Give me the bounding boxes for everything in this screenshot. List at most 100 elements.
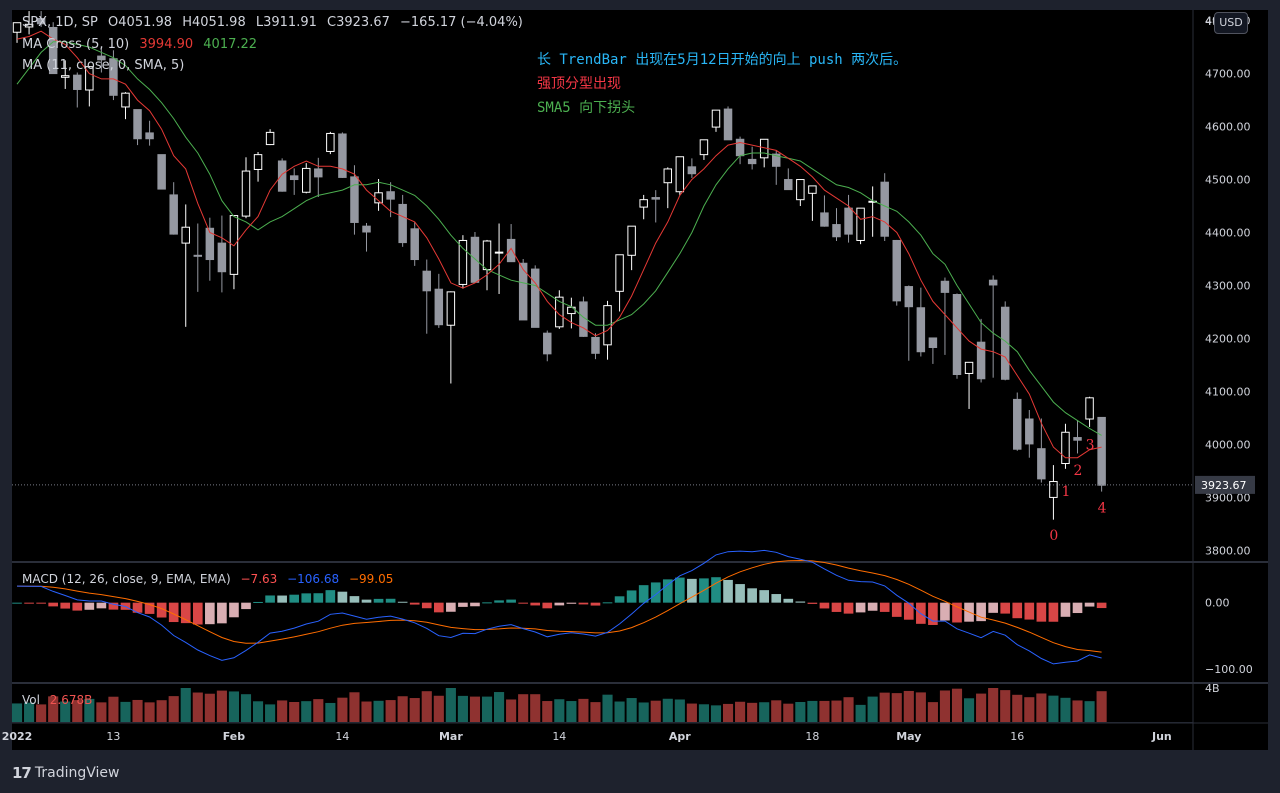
- candle-body[interactable]: [687, 166, 697, 175]
- candle-body[interactable]: [1049, 481, 1058, 498]
- currency-button[interactable]: USD: [1214, 12, 1248, 34]
- candle-body[interactable]: [928, 337, 938, 348]
- bar-count-label[interactable]: 2: [1074, 463, 1083, 479]
- candle-body[interactable]: [1085, 397, 1094, 420]
- candle-body[interactable]: [916, 307, 926, 353]
- candle-body[interactable]: [567, 306, 576, 315]
- candle-body[interactable]: [422, 270, 431, 292]
- candle-body[interactable]: [1061, 431, 1070, 465]
- candle-body[interactable]: [675, 156, 685, 193]
- candle-body[interactable]: [253, 154, 263, 170]
- candle-body[interactable]: [1013, 398, 1022, 450]
- candle-body[interactable]: [988, 279, 998, 286]
- tradingview-logo[interactable]: 17 TradingView: [12, 764, 119, 782]
- legend-symbol[interactable]: SPX, 1D, SP: [22, 15, 98, 30]
- candle-body[interactable]: [36, 17, 46, 25]
- candle-body[interactable]: [157, 154, 166, 190]
- legend-ma-label[interactable]: MA (11, close, 0, SMA, 5): [22, 58, 185, 73]
- candle-body[interactable]: [772, 153, 781, 167]
- candle-body[interactable]: [1097, 416, 1106, 486]
- candle-body[interactable]: [314, 168, 323, 178]
- candle-body[interactable]: [60, 75, 70, 78]
- candle-body[interactable]: [530, 268, 540, 328]
- candle-body[interactable]: [410, 228, 419, 261]
- candle-body[interactable]: [723, 108, 733, 141]
- candle-body[interactable]: [651, 197, 660, 200]
- candle-body[interactable]: [277, 160, 287, 192]
- candle-body[interactable]: [398, 203, 407, 244]
- candle-body[interactable]: [217, 242, 227, 273]
- annotation-line-2[interactable]: 强顶分型出现: [537, 76, 621, 92]
- candle-body[interactable]: [880, 181, 889, 237]
- candle-body[interactable]: [796, 179, 805, 201]
- candle-body[interactable]: [1025, 418, 1034, 445]
- candle-body[interactable]: [386, 191, 395, 200]
- candle-body[interactable]: [121, 92, 130, 108]
- candle-body[interactable]: [458, 239, 468, 285]
- candle-body[interactable]: [699, 139, 709, 156]
- candle-body[interactable]: [832, 224, 841, 238]
- candle-body[interactable]: [1000, 306, 1010, 380]
- candle-body[interactable]: [1037, 448, 1046, 480]
- candle-body[interactable]: [518, 262, 528, 321]
- candle-body[interactable]: [205, 227, 215, 261]
- candle-body[interactable]: [856, 207, 865, 241]
- candle-body[interactable]: [24, 23, 34, 28]
- legend-ma-cross-label[interactable]: MA Cross (5, 10): [22, 37, 130, 52]
- candle-body[interactable]: [145, 132, 154, 140]
- candle-body[interactable]: [48, 26, 58, 75]
- candle-body[interactable]: [73, 74, 82, 90]
- candle-body[interactable]: [735, 138, 745, 157]
- candle-body[interactable]: [494, 251, 504, 254]
- candle-body[interactable]: [289, 175, 299, 181]
- candle-body[interactable]: [350, 176, 359, 223]
- candle-body[interactable]: [97, 55, 106, 61]
- candle-body[interactable]: [169, 194, 178, 235]
- bar-count-label[interactable]: 4: [1098, 500, 1107, 516]
- candle-body[interactable]: [639, 199, 648, 208]
- bar-count-label[interactable]: 0: [1049, 528, 1058, 544]
- candle-body[interactable]: [326, 132, 335, 152]
- candle-body[interactable]: [579, 301, 588, 337]
- candle-body[interactable]: [892, 239, 901, 302]
- candle-body[interactable]: [181, 226, 190, 244]
- candle-body[interactable]: [555, 296, 564, 328]
- candle-body[interactable]: [12, 22, 22, 33]
- candle-body[interactable]: [193, 254, 203, 257]
- candle-body[interactable]: [446, 291, 456, 326]
- candle-body[interactable]: [470, 236, 480, 283]
- candle-body[interactable]: [506, 238, 516, 263]
- ma10-line[interactable]: [16, 41, 1102, 436]
- candle-body[interactable]: [133, 109, 142, 140]
- candle-body[interactable]: [627, 225, 636, 256]
- macd-signal-line[interactable]: [16, 559, 1102, 653]
- candle-body[interactable]: [964, 361, 974, 374]
- candle-body[interactable]: [784, 179, 793, 191]
- candle-body[interactable]: [591, 336, 600, 354]
- candle-body[interactable]: [844, 207, 853, 235]
- candle-body[interactable]: [711, 109, 721, 128]
- candle-body[interactable]: [952, 294, 962, 376]
- annotation-line-3[interactable]: SMA5 向下拐头: [537, 100, 636, 116]
- candle-body[interactable]: [976, 341, 986, 380]
- candle-body[interactable]: [663, 168, 673, 184]
- candle-body[interactable]: [241, 170, 251, 217]
- candle-body[interactable]: [820, 212, 829, 227]
- candle-body[interactable]: [1073, 437, 1082, 441]
- candle-body[interactable]: [338, 133, 347, 178]
- candle-body[interactable]: [434, 288, 444, 326]
- annotation-line-1[interactable]: 长 TrendBar 出现在5月12日开始的向上 push 两次后。: [537, 52, 908, 68]
- ma5-line[interactable]: [16, 30, 1102, 459]
- candle-body[interactable]: [940, 280, 950, 293]
- bar-count-label[interactable]: 3: [1086, 438, 1095, 454]
- candle-body[interactable]: [109, 58, 118, 96]
- candle-body[interactable]: [265, 131, 275, 146]
- candle-body[interactable]: [362, 225, 371, 233]
- candle-body[interactable]: [747, 158, 757, 165]
- macd-legend-label[interactable]: MACD (12, 26, close, 9, EMA, EMA): [22, 572, 231, 586]
- macd-line[interactable]: [16, 549, 1102, 665]
- candle-body[interactable]: [904, 286, 914, 308]
- candle-body[interactable]: [615, 254, 624, 292]
- candle-body[interactable]: [482, 240, 492, 271]
